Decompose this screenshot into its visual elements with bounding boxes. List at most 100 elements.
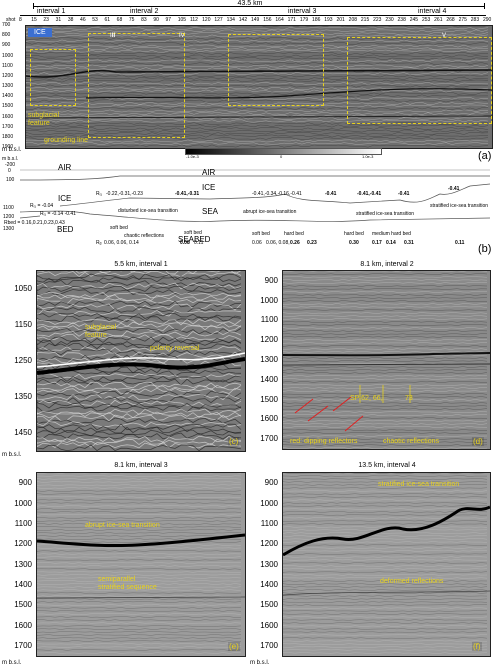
y-tick: 1300 <box>260 355 278 364</box>
y-tick-a: 1300 <box>2 83 14 89</box>
panel-d-title: 8.1 km, interval 2 <box>360 261 414 268</box>
ri-label: Rᵢ₁ <box>96 191 103 197</box>
shot-number: 193 <box>324 17 333 23</box>
ri-value: -0.41,-0.34,-0.16,-0.41 <box>252 191 302 197</box>
shot-number: 290 <box>483 17 492 23</box>
y-tick-a: 800 <box>2 32 11 39</box>
shot-number: 134 <box>226 17 235 23</box>
model-tick: 0 <box>8 168 11 174</box>
ri-value: -0.41 <box>448 186 460 192</box>
y-tick: 1000 <box>260 295 278 305</box>
y-tick: 1700 <box>260 434 278 444</box>
box-interval-3 <box>228 34 324 106</box>
ri-value: -0.22,-0.31,-0.23 <box>106 191 143 197</box>
shot-number: 179 <box>299 17 309 23</box>
shot-number: 149 <box>251 17 260 23</box>
shot-number: 164 <box>275 17 284 23</box>
seismic-section-c <box>36 270 246 452</box>
y-tick: 900 <box>18 478 32 488</box>
bed-label: BED <box>57 225 74 234</box>
ri-value: -0.41,-0.41 <box>357 191 382 197</box>
transition-label: stratified ice-sea transition <box>430 203 489 209</box>
y-tick-a: 700 <box>2 22 11 28</box>
y-tick: 1150 <box>14 320 32 329</box>
roman-II: II <box>112 33 116 39</box>
deformed-reflections-label: deformed reflections <box>380 578 444 585</box>
box-interval-1 <box>30 49 76 106</box>
bed-type: chaotic reflections <box>124 233 165 239</box>
shot-number: 245 <box>409 17 419 23</box>
transition-label: stratified ice-sea transition <box>356 211 415 217</box>
shot-number: 8 <box>19 17 22 23</box>
model-tick: 1300 <box>3 226 15 232</box>
shot-number: 112 <box>189 17 198 23</box>
y-tick: 1600 <box>260 414 278 424</box>
y-tick-a: 1400 <box>2 93 14 100</box>
shot-number: 31 <box>55 17 62 23</box>
y-tick-a: 1100 <box>2 62 13 69</box>
y-tick: 1100 <box>14 518 32 528</box>
rb-value: 0.23 <box>307 240 317 246</box>
bed-type: soft bed <box>184 230 202 236</box>
y-tick: 1500 <box>260 394 278 404</box>
panel-d-letter: (d) <box>472 437 484 446</box>
y-tick: 1100 <box>260 518 278 528</box>
y-tick: 1000 <box>260 498 278 508</box>
y-tick: 1400 <box>260 579 278 589</box>
ice-badge: ICE <box>28 28 52 37</box>
roman-III: III <box>110 33 116 39</box>
y-tick: 1350 <box>14 392 32 401</box>
shot-number: 97 <box>165 17 172 23</box>
shot-number: 142 <box>238 17 248 23</box>
interval-3-label: interval 3 <box>288 8 317 15</box>
shot-number: 120 <box>202 17 211 23</box>
sea-label: SEA <box>202 207 219 216</box>
y-tick: 1400 <box>260 374 278 384</box>
y-tick: 1300 <box>14 559 32 569</box>
y-tick-a: 1500 <box>2 103 14 110</box>
panel-e-title: 8.1 km, interval 3 <box>114 462 168 469</box>
y-tick-a: 1600 <box>2 113 14 120</box>
sp-73-label: 73 <box>405 395 413 402</box>
shot-number: 268 <box>446 17 455 23</box>
y-tick: 1500 <box>260 600 278 610</box>
roman-V: V <box>442 33 447 39</box>
interval-2-label: interval 2 <box>130 8 159 15</box>
distance-label: 43.5 km <box>237 0 263 7</box>
interval-4-label: interval 4 <box>418 8 447 15</box>
seabed-label: SEABED <box>178 235 211 244</box>
panel-e-unit: m b.s.l. <box>2 660 22 666</box>
panel-f-letter: (f) <box>472 642 482 651</box>
rb-value: 0.06, 0.06, 0.14 <box>104 240 139 246</box>
air-label-left: AIR <box>58 163 72 172</box>
y-tick: 1200 <box>260 539 278 549</box>
ice-label: ICE <box>202 183 216 192</box>
model-tick: -200 <box>5 162 16 168</box>
y-tick: 1700 <box>14 640 32 650</box>
abrupt-transition-label: abrupt ice-sea transition <box>85 522 160 529</box>
r-air-value: Rᵢ₁ = -0.04 <box>30 203 54 209</box>
chaotic-reflections-label: chaotic reflections <box>383 438 440 445</box>
bed-type: soft bed <box>252 231 270 237</box>
panel-e-letter: (e) <box>228 642 240 651</box>
colorbar <box>185 148 382 155</box>
distance-bar <box>33 6 485 7</box>
shot-number: 23 <box>43 17 49 23</box>
grounding-line-label: grounding line <box>44 137 88 144</box>
y-tick: 1000 <box>14 498 32 508</box>
subglacial-feature-c: subglacial feature <box>85 324 117 339</box>
panel-f-title: 13.5 km, interval 4 <box>358 462 416 469</box>
y-tick-a: 1700 <box>2 123 14 130</box>
shot-number: 83 <box>141 17 147 23</box>
r-ice-value: Rᵢ₁ = -0.14 -0.41 <box>40 211 76 217</box>
y-tick: 1400 <box>14 579 32 589</box>
bed-type: hard bed <box>344 231 364 237</box>
shot-number: 68 <box>116 17 123 23</box>
panel-b-label: (b) <box>478 243 492 255</box>
shot-number: 46 <box>80 17 86 23</box>
y-tick: 1300 <box>260 559 278 569</box>
shot-number: 275 <box>458 17 467 23</box>
rb-value: 0.14 <box>386 240 396 246</box>
box-interval-4 <box>347 37 492 124</box>
shot-number: 261 <box>434 17 443 23</box>
